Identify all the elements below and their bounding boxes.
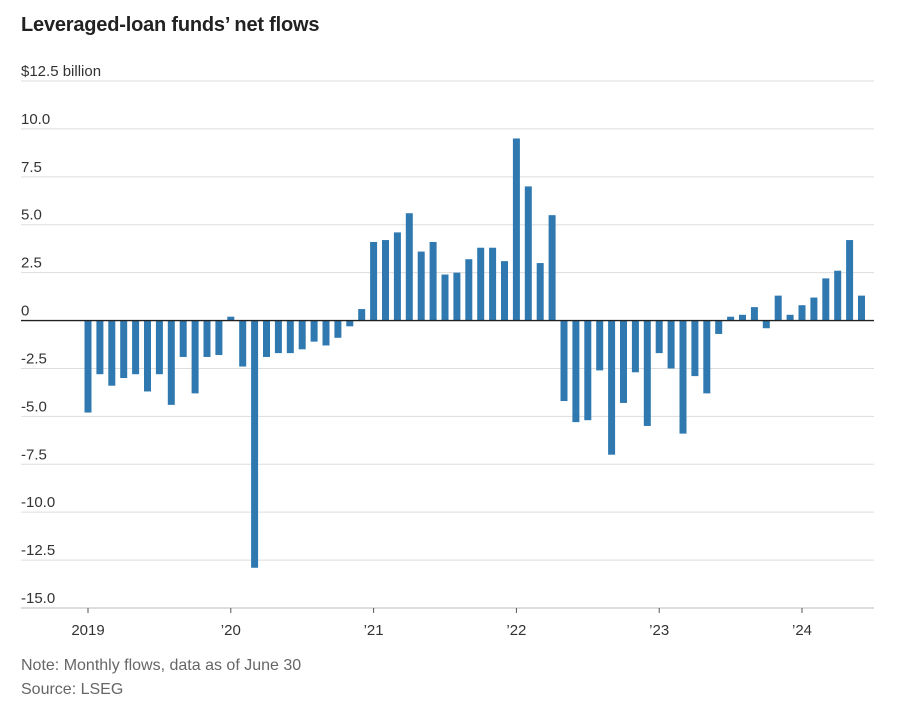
bar: [96, 320, 104, 375]
bar: [120, 320, 128, 379]
bar: [358, 309, 366, 321]
bar: [834, 270, 842, 321]
bar: [750, 307, 758, 321]
bar: [84, 320, 92, 413]
bar: [179, 320, 187, 357]
bar: [251, 320, 259, 568]
bar: [536, 263, 544, 321]
y-tick-label: $12.5 billion: [21, 63, 101, 80]
bar: [346, 320, 354, 327]
bar: [167, 320, 175, 405]
bar: [608, 320, 616, 455]
bar: [405, 213, 413, 321]
bar: [786, 314, 794, 321]
x-tick-label: ’23: [649, 622, 669, 639]
bar: [132, 320, 140, 375]
bar: [822, 278, 830, 321]
y-tick-label: 0: [21, 303, 29, 320]
x-tick-label: ’20: [221, 622, 241, 639]
bar: [465, 259, 473, 321]
chart-title: Leveraged-loan funds’ net flows: [21, 14, 320, 36]
bar: [501, 261, 508, 321]
chart-note: Note: Monthly flows, data as of June 30: [21, 657, 302, 674]
bar: [560, 320, 568, 402]
y-tick-label: -7.5: [21, 446, 47, 463]
bar: [144, 320, 151, 392]
x-tick-label: ’24: [792, 622, 812, 639]
bar: [584, 320, 592, 421]
bar: [858, 295, 865, 321]
bar: [512, 138, 520, 321]
bar: [620, 320, 627, 403]
bar: [382, 240, 389, 321]
bar: [477, 247, 485, 321]
y-tick-label: 2.5: [21, 255, 42, 272]
bar: [596, 320, 604, 371]
bar: [715, 320, 723, 334]
bar: [679, 320, 687, 434]
bar: [524, 186, 532, 321]
bar: [298, 320, 306, 350]
bar: [286, 320, 294, 354]
bar: [203, 320, 211, 357]
chart-source: Source: LSEG: [21, 681, 124, 698]
x-tick-label: ’22: [506, 622, 526, 639]
bar: [370, 241, 378, 321]
bar: [727, 316, 735, 321]
x-tick-label: ’21: [364, 622, 384, 639]
y-tick-label: 7.5: [21, 159, 42, 176]
bar: [322, 320, 330, 346]
bar: [393, 232, 401, 321]
y-tick-label: -5.0: [21, 398, 47, 415]
bar: [108, 320, 116, 386]
bar: [274, 320, 282, 354]
bar: [655, 320, 663, 354]
x-tick-label: 2019: [71, 622, 104, 639]
bar: [215, 320, 223, 356]
bar: [489, 247, 497, 321]
bar: [762, 320, 770, 329]
bar: [774, 295, 782, 321]
y-tick-label: 10.0: [21, 111, 50, 128]
bar: [739, 314, 746, 321]
y-tick-label: -10.0: [21, 494, 55, 511]
bar: [155, 320, 163, 375]
bar: [263, 320, 270, 357]
bar: [631, 320, 639, 373]
bar: [691, 320, 699, 377]
bar: [239, 320, 247, 367]
bar: [334, 320, 342, 338]
bar: [810, 297, 818, 321]
bar: [441, 274, 449, 321]
bar: [703, 320, 711, 394]
bar: [453, 272, 461, 321]
bar: [310, 320, 318, 342]
bar: [429, 241, 437, 321]
bar: [417, 251, 425, 321]
y-tick-label: 5.0: [21, 207, 42, 224]
y-tick-label: -12.5: [21, 542, 55, 559]
bar: [846, 240, 854, 321]
bar: [191, 320, 199, 394]
bar: [548, 215, 556, 321]
bar: [643, 320, 651, 426]
bar: [798, 305, 806, 321]
y-tick-label: -15.0: [21, 590, 55, 607]
bar: [227, 316, 235, 321]
bar: [667, 320, 675, 369]
bar: [572, 320, 580, 423]
y-tick-label: -2.5: [21, 350, 47, 367]
